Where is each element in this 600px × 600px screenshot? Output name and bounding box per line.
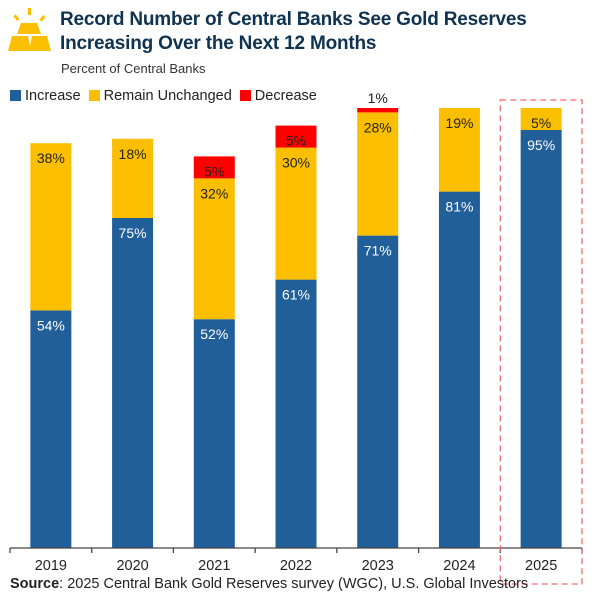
bar-increase-2023 [357, 235, 399, 548]
x-tick-label: 2022 [280, 558, 312, 574]
bar-decrease-2021 [193, 156, 235, 179]
bar-remain-unchanged-2025 [520, 108, 562, 130]
bar-decrease-2023 [357, 108, 399, 113]
data-label: 75% [119, 225, 147, 241]
gold-bars-icon [8, 8, 51, 51]
legend-item-remain-unchanged: Remain Unchanged [88, 88, 232, 104]
chart-title: Record Number of Central Banks See Gold … [60, 9, 527, 54]
x-tick-label: 2023 [362, 558, 394, 574]
legend-label: Increase [25, 88, 81, 104]
data-label: 32% [200, 185, 228, 201]
data-label: 95% [527, 137, 555, 153]
bar-increase-2019 [30, 310, 72, 548]
chart-subtitle: Percent of Central Banks [61, 61, 206, 76]
x-tick-label: 2020 [116, 558, 148, 574]
bar-remain-unchanged-2023 [357, 112, 399, 236]
bar-remain-unchanged-2022 [275, 147, 317, 280]
bar-increase-2021 [193, 319, 235, 548]
data-label: 28% [364, 119, 392, 135]
data-label: 19% [445, 115, 473, 131]
legend-label: Remain Unchanged [103, 88, 232, 104]
bar-decrease-2022 [275, 125, 317, 148]
legend-item-decrease: Decrease [239, 88, 317, 104]
bar-increase-2022 [275, 279, 317, 548]
bar-increase-2020 [112, 218, 154, 548]
data-label: 5% [531, 115, 551, 131]
legend-swatch [88, 90, 100, 101]
data-label: 38% [37, 150, 65, 166]
legend-item-increase: Increase [10, 88, 81, 104]
data-label: 81% [445, 199, 473, 215]
x-tick-label: 2025 [525, 558, 557, 574]
data-label: 5% [286, 133, 306, 149]
x-tick-label: 2024 [443, 558, 475, 574]
legend: Increase Remain Unchanged Decrease [10, 88, 317, 104]
source-note: Source: 2025 Central Bank Gold Reserves … [10, 576, 529, 592]
data-label: 1% [368, 90, 388, 106]
x-tick-label: 2019 [35, 558, 67, 574]
data-label: 52% [200, 326, 228, 342]
data-label: 61% [282, 287, 310, 303]
data-label: 5% [204, 163, 224, 179]
bar-increase-2024 [438, 191, 480, 548]
bar-remain-unchanged-2021 [193, 178, 235, 320]
data-label: 71% [364, 243, 392, 259]
data-label: 18% [119, 146, 147, 162]
bar-remain-unchanged-2024 [438, 108, 480, 192]
legend-label: Decrease [254, 88, 317, 104]
legend-swatch [10, 90, 21, 101]
x-tick-label: 2021 [198, 558, 230, 574]
bar-increase-2025 [520, 130, 562, 548]
bar-remain-unchanged-2019 [30, 143, 72, 311]
legend-swatch [239, 90, 251, 101]
data-label: 54% [37, 317, 65, 333]
data-label: 30% [282, 155, 310, 171]
bar-remain-unchanged-2020 [112, 138, 154, 218]
highlight-box [499, 99, 583, 585]
